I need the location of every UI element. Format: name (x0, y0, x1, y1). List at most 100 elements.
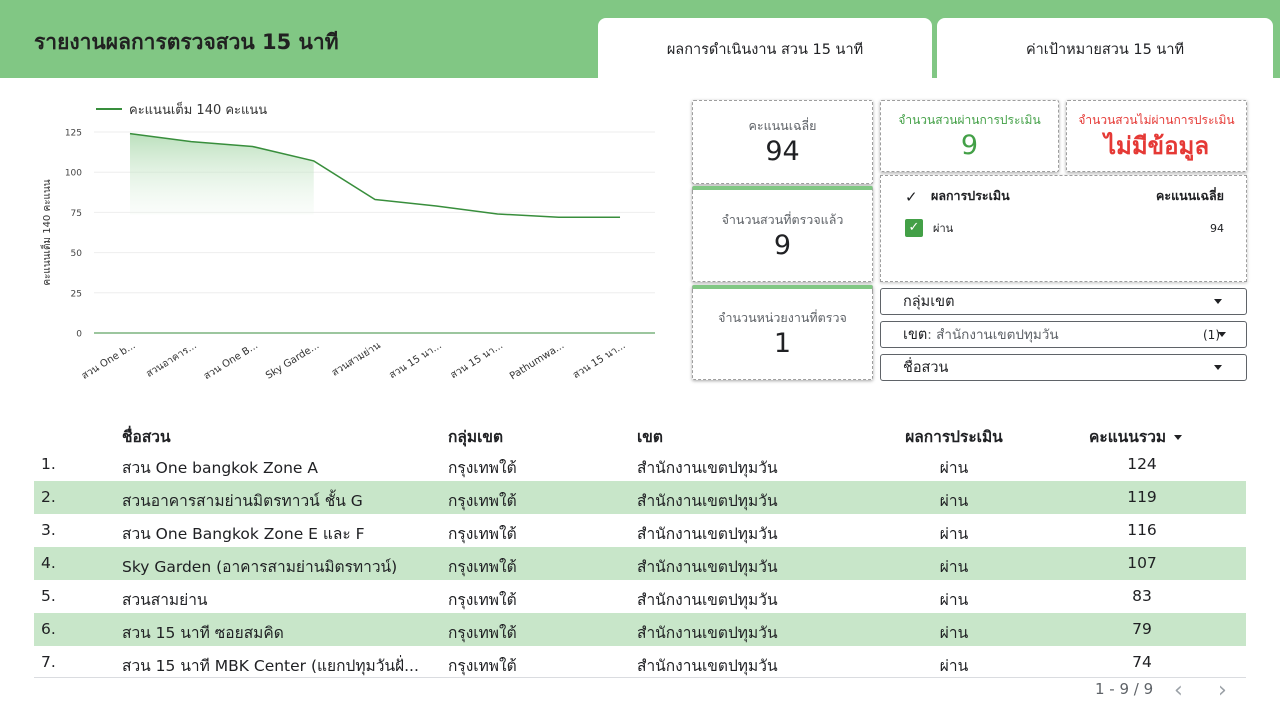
unit-count-value: 1 (773, 328, 792, 359)
table-row[interactable]: 6. สวน 15 นาที ซอยสมคิด กรุงเทพใต้ สำนักงาน… (34, 613, 1246, 646)
park-name-cell: สวน 15 นาที ซอยสมคิด (122, 624, 284, 642)
x-tick-label: สวน One B... (202, 340, 260, 382)
assessment-result-cell: ผ่าน (939, 591, 969, 609)
district-office-cell: สำนักงานเขตปทุมวัน (637, 558, 778, 576)
col-group-header[interactable]: กลุ่มเขต (448, 428, 504, 446)
pass-count-card: จำนวนสวนผ่านการประเมิน 9 (880, 100, 1059, 172)
col-score-label: คะแนนรวม (1089, 428, 1167, 446)
assessment-result-cell: ผ่าน (939, 525, 969, 543)
avg-cell: 94 (1210, 221, 1224, 235)
district-group-cell: กรุงเทพใต้ (448, 459, 517, 477)
assessment-result-cell: ผ่าน (939, 624, 969, 642)
table-row[interactable]: 3. สวน One Bangkok Zone E และ F กรุงเทพใต้… (34, 514, 1246, 547)
legend-label: คะแนนเต็ม 140 คะแนน (129, 100, 267, 118)
result-summary-row[interactable]: ✓ ผ่าน 94 (881, 218, 1246, 238)
total-score-cell: 124 (1127, 455, 1157, 473)
total-score-cell: 74 (1132, 653, 1152, 671)
y-tick-label: 125 (65, 129, 82, 139)
table-header: ชื่อสวน กลุ่มเขต เขต ผลการประเมิน คะแนนร… (34, 418, 1246, 448)
tab-targets[interactable]: ค่าเป้าหมายสวน 15 นาที (937, 18, 1273, 80)
avg-score-card: คะแนนเฉลี่ย 94 (692, 100, 873, 184)
table-row[interactable]: 7. สวน 15 นาที MBK Center (แยกปทุมวันฝั่.… (34, 646, 1246, 679)
table-divider (34, 677, 1246, 678)
fail-count-value: ไม่มีข้อมูล (1103, 131, 1210, 160)
park-name-cell: สวนอาคารสามย่านมิตรทาวน์ ชั้น G (122, 492, 363, 510)
unit-count-card: จำนวนหน่วยงานที่ตรวจ 1 (692, 285, 873, 380)
result-summary-header: ✓ ผลการประเมิน คะแนนเฉลี่ย (881, 186, 1246, 206)
total-score-cell: 119 (1127, 488, 1157, 506)
district-group-cell: กรุงเทพใต้ (448, 525, 517, 543)
check-icon[interactable]: ✓ (905, 188, 918, 206)
row-index-cell: 7. (41, 653, 56, 671)
park-filter-label: ชื่อสวน (903, 360, 949, 376)
row-index-cell: 1. (41, 455, 56, 473)
group-filter-dropdown[interactable]: กลุ่มเขต (880, 288, 1247, 315)
park-name-cell: สวนสามย่าน (122, 591, 208, 609)
table-row[interactable]: 1. สวน One bangkok Zone A กรุงเทพใต้ สำนักง… (34, 448, 1246, 481)
assessment-result-cell: ผ่าน (939, 558, 969, 576)
total-score-cell: 79 (1132, 620, 1152, 638)
district-group-cell: กรุงเทพใต้ (448, 657, 517, 675)
park-name-cell: สวน 15 นาที MBK Center (แยกปทุมวันฝั่... (122, 657, 419, 675)
sort-desc-icon[interactable] (1174, 435, 1183, 440)
avg-header: คะแนนเฉลี่ย (1156, 188, 1224, 203)
unit-count-label: จำนวนหน่วยงานที่ตรวจ (718, 310, 847, 325)
total-score-cell: 83 (1132, 587, 1152, 605)
y-tick-label: 0 (76, 330, 82, 340)
col-result-header[interactable]: ผลการประเมิน (905, 428, 1003, 446)
col-district-header[interactable]: เขต (637, 428, 663, 446)
table-row[interactable]: 2. สวนอาคารสามย่านมิตรทาวน์ ชั้น G กรุงเทพ… (34, 481, 1246, 514)
col-score-header[interactable]: คะแนนรวม (1089, 424, 1209, 449)
pagination-label: 1 - 9 / 9 (1095, 680, 1154, 698)
district-filter-value: : สำนักงานเขตปทุมวัน (927, 327, 1059, 343)
tab-performance[interactable]: ผลการดำเนินงาน สวน 15 นาที (598, 18, 932, 80)
chevron-down-icon[interactable] (1214, 299, 1222, 304)
checkbox-checked-icon[interactable]: ✓ (905, 219, 923, 237)
y-tick-label: 100 (65, 169, 82, 179)
y-axis-label: คะแนนเต็ม 140 คะแนน (39, 179, 53, 285)
result-summary-table: ✓ ผลการประเมิน คะแนนเฉลี่ย ✓ ผ่าน 94 (880, 175, 1247, 282)
table-row[interactable]: 4. Sky Garden (อาคารสามย่านมิตรทาวน์) กรุง… (34, 547, 1246, 580)
assessment-result-cell: ผ่าน (939, 459, 969, 477)
col-name-header[interactable]: ชื่อสวน (122, 428, 171, 446)
avg-score-label: คะแนนเฉลี่ย (748, 118, 817, 133)
result-header: ผลการประเมิน (931, 188, 1010, 203)
inspected-count-card: จำนวนสวนที่ตรวจแล้ว 9 (692, 186, 873, 282)
y-tick-label: 25 (71, 289, 82, 299)
park-name-cell: สวน One bangkok Zone A (122, 459, 318, 477)
group-filter-label: กลุ่มเขต (903, 294, 955, 310)
district-group-cell: กรุงเทพใต้ (448, 492, 517, 510)
district-filter-count: (1) (1203, 327, 1220, 342)
total-score-cell: 116 (1127, 521, 1157, 539)
park-name-cell: สวน One Bangkok Zone E และ F (122, 525, 365, 543)
row-index-cell: 3. (41, 521, 56, 539)
result-cell: ผ่าน (933, 222, 954, 235)
chevron-left-icon[interactable]: ‹ (1174, 678, 1183, 703)
chevron-down-icon[interactable] (1214, 365, 1222, 370)
table-row[interactable]: 5. สวนสามย่าน กรุงเทพใต้ สำนักงานเขตปทุมวัน… (34, 580, 1246, 613)
x-tick-label: สวน 15 นา... (571, 340, 627, 381)
park-name-cell: Sky Garden (อาคารสามย่านมิตรทาวน์) (122, 558, 398, 576)
total-score-cell: 107 (1127, 554, 1157, 572)
x-tick-label: Sky Garde... (264, 340, 321, 382)
x-tick-label: สวนสามย่าน (330, 340, 383, 379)
district-filter-name: เขต (903, 327, 928, 343)
district-group-cell: กรุงเทพใต้ (448, 558, 517, 576)
row-index-cell: 2. (41, 488, 56, 506)
x-tick-label: สวนอาคาร... (144, 340, 198, 380)
chevron-right-icon[interactable]: › (1218, 678, 1227, 703)
chevron-down-icon[interactable] (1218, 332, 1226, 337)
fail-count-card: จำนวนสวนไม่ผ่านการประเมิน ไม่มีข้อมูล (1066, 100, 1247, 172)
page-title: รายงานผลการตรวจสวน 15 นาที (34, 30, 339, 54)
x-tick-label: สวน One b... (80, 340, 138, 382)
district-group-cell: กรุงเทพใต้ (448, 591, 517, 609)
district-office-cell: สำนักงานเขตปทุมวัน (637, 459, 778, 477)
park-filter-dropdown[interactable]: ชื่อสวน (880, 354, 1247, 381)
district-office-cell: สำนักงานเขตปทุมวัน (637, 657, 778, 675)
district-filter-dropdown[interactable]: เขต: สำนักงานเขตปทุมวัน (1) (880, 321, 1247, 348)
district-office-cell: สำนักงานเขตปทุมวัน (637, 525, 778, 543)
x-tick-label: สวน 15 นา... (449, 340, 505, 381)
pass-count-value: 9 (960, 129, 979, 161)
y-tick-label: 50 (71, 249, 83, 259)
